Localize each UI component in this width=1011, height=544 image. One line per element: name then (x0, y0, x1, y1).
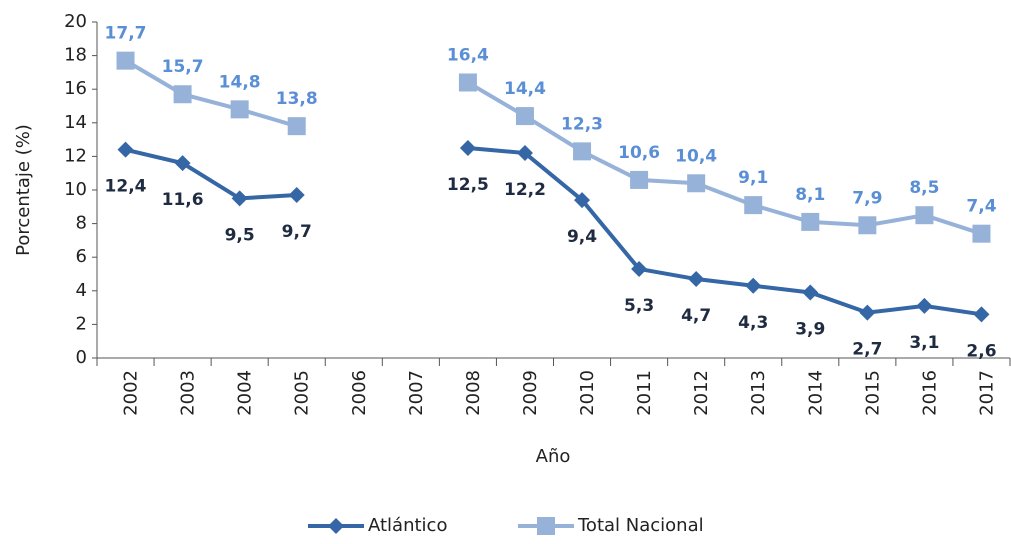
data-point (574, 192, 591, 209)
data-point (801, 212, 820, 231)
y-tick-label: 14 (64, 112, 87, 133)
x-tick-label: 2015 (862, 370, 883, 416)
data-label: 3,9 (795, 319, 825, 339)
data-point (515, 107, 534, 126)
data-label: 4,7 (681, 306, 711, 326)
data-label: 5,3 (624, 296, 654, 316)
data-point (973, 306, 990, 323)
y-tick-label: 2 (76, 313, 87, 334)
legend-marker (328, 518, 344, 534)
y-tick-label: 18 (64, 45, 87, 66)
data-point (858, 216, 877, 235)
data-label: 9,1 (738, 168, 768, 188)
data-point (916, 297, 933, 314)
data-label: 2,6 (966, 341, 996, 361)
legend-label: Total Nacional (577, 515, 704, 536)
data-label: 12,4 (105, 177, 147, 197)
data-label: 12,5 (447, 175, 489, 195)
data-point (744, 196, 763, 215)
series-line (124, 58, 983, 236)
x-tick-label: 2004 (235, 370, 256, 416)
data-point (288, 187, 305, 204)
data-label: 12,3 (561, 114, 603, 134)
x-tick-label: 2011 (634, 370, 655, 416)
data-point (516, 145, 533, 162)
x-tick-label: 2007 (406, 370, 427, 416)
y-tick-label: 8 (76, 213, 87, 234)
data-point (915, 206, 934, 225)
data-point (859, 304, 876, 321)
x-tick-label: 2016 (919, 370, 940, 416)
data-label: 9,4 (567, 227, 597, 247)
x-tick-label: 2003 (178, 370, 199, 416)
x-tick-label: 2002 (121, 370, 142, 416)
x-tick-label: 2005 (292, 370, 313, 416)
data-label: 4,3 (738, 313, 768, 333)
data-label: 14,8 (219, 72, 261, 92)
x-tick-label: 2008 (463, 370, 484, 416)
data-point (688, 271, 705, 288)
data-point (117, 141, 134, 158)
x-tick-label: 2014 (805, 370, 826, 416)
data-label: 12,2 (504, 180, 546, 200)
data-point (972, 224, 991, 243)
data-label: 15,7 (162, 57, 204, 77)
data-label: 3,1 (909, 333, 939, 353)
data-label: 7,4 (966, 197, 996, 217)
data-label: 7,9 (852, 188, 882, 208)
data-label: 10,6 (618, 143, 660, 163)
legend-label: Atlántico (368, 515, 447, 536)
data-label: 2,7 (852, 340, 882, 360)
x-axis-label: Año (536, 446, 571, 467)
data-label: 8,1 (795, 185, 825, 205)
data-point (230, 100, 249, 119)
data-point (687, 174, 706, 193)
data-point (458, 73, 477, 92)
y-tick-label: 4 (76, 280, 87, 301)
data-point (116, 51, 135, 70)
data-point (802, 284, 819, 301)
y-tick-label: 12 (64, 145, 87, 166)
legend-marker (537, 517, 555, 535)
data-point (174, 155, 191, 172)
data-point (287, 117, 306, 136)
y-tick-label: 20 (64, 11, 87, 32)
y-tick-label: 0 (76, 347, 87, 368)
data-point (745, 277, 762, 294)
data-label: 16,4 (447, 45, 489, 65)
data-label: 13,8 (276, 89, 318, 109)
x-tick-label: 2013 (748, 370, 769, 416)
x-tick-label: 2009 (520, 370, 541, 416)
data-point (573, 142, 592, 161)
x-tick-label: 2012 (691, 370, 712, 416)
x-tick-label: 2017 (976, 370, 997, 416)
data-point (231, 190, 248, 207)
data-label: 8,5 (909, 178, 939, 198)
data-point (173, 85, 192, 104)
x-tick-label: 2006 (349, 370, 370, 416)
data-label: 9,7 (282, 222, 312, 242)
data-point (630, 170, 649, 189)
x-tick-label: 2010 (577, 370, 598, 416)
data-label: 11,6 (162, 190, 204, 210)
y-axis-label: Porcentaje (%) (13, 124, 34, 256)
data-label: 9,5 (225, 225, 255, 245)
y-tick-label: 10 (64, 179, 87, 200)
y-tick-label: 6 (76, 246, 87, 267)
data-label: 17,7 (105, 24, 147, 44)
series-line (125, 146, 982, 317)
data-label: 14,4 (504, 79, 546, 99)
data-point (631, 260, 648, 277)
data-label: 10,4 (675, 146, 717, 166)
data-point (459, 140, 476, 156)
y-tick-label: 16 (64, 78, 87, 99)
